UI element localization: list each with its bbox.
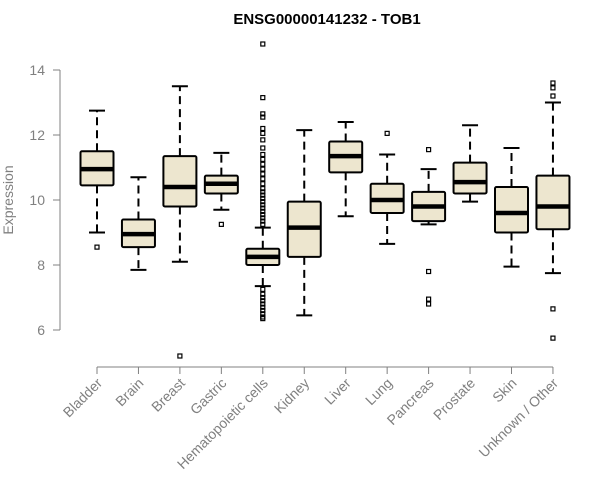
outlier-point <box>260 294 266 301</box>
plot-area <box>79 41 571 359</box>
outlier-point <box>260 205 266 211</box>
outlier-point <box>260 114 266 120</box>
outlier-point <box>260 130 266 136</box>
outlier-point <box>260 156 266 162</box>
outlier-point <box>260 195 266 201</box>
outlier-point <box>260 316 266 322</box>
outlier-point <box>260 301 266 307</box>
outlier-point <box>260 199 266 205</box>
box-group <box>120 176 156 271</box>
outlier-point <box>260 221 266 227</box>
box-group <box>79 109 115 250</box>
outlier-point <box>550 306 556 312</box>
outlier-point <box>260 298 266 304</box>
outlier-point <box>426 296 432 302</box>
box-group <box>203 151 239 227</box>
x-tick-label: Bladder <box>60 375 106 421</box>
outlier-point <box>550 85 556 91</box>
x-tick-label: Skin <box>489 375 520 406</box>
y-axis: 6 8 10 12 14 <box>29 62 61 338</box>
x-tick-label: Breast <box>148 375 188 415</box>
outlier-point <box>260 189 266 195</box>
outlier-point <box>260 208 266 214</box>
outlier-point <box>384 130 390 136</box>
outlier-point <box>260 304 266 310</box>
x-tick-label: Lung <box>362 375 395 408</box>
outlier-point <box>260 145 266 151</box>
box-group <box>535 80 571 341</box>
outlier-point <box>218 221 224 227</box>
box-group <box>411 147 447 307</box>
box-group <box>162 85 198 359</box>
outlier-point <box>260 137 266 143</box>
x-tick-label: Prostate <box>430 375 478 423</box>
box-group <box>494 147 529 268</box>
outlier-point <box>260 41 266 47</box>
outlier-point <box>550 335 556 341</box>
outlier-point <box>260 212 266 218</box>
outlier-point <box>260 291 266 297</box>
x-tick-label: Brain <box>112 375 146 409</box>
outlier-point <box>260 181 266 187</box>
outlier-point <box>426 147 432 153</box>
outlier-point <box>260 166 266 172</box>
iqr-box <box>452 161 488 195</box>
outlier-point <box>94 244 100 250</box>
outlier-point <box>550 80 556 86</box>
x-tick-label: Unknown / Other <box>475 375 561 461</box>
iqr-box <box>535 174 571 231</box>
y-axis-title: Expression <box>0 165 16 234</box>
box-group <box>452 124 488 203</box>
chart-title: ENSG00000141232 - TOB1 <box>233 11 420 28</box>
x-tick-label: Kidney <box>271 375 313 417</box>
outlier-point <box>260 151 266 158</box>
box-group <box>328 121 364 218</box>
outlier-point <box>260 215 266 221</box>
outlier-point <box>260 171 266 177</box>
outlier-point <box>260 218 266 224</box>
outlier-point <box>260 125 266 132</box>
y-tick-label: 14 <box>29 62 45 78</box>
y-tick-label: 10 <box>29 192 45 208</box>
y-tick-label: 8 <box>37 257 45 273</box>
iqr-box <box>162 155 198 208</box>
outlier-point <box>260 176 266 182</box>
y-tick-label: 6 <box>37 322 45 338</box>
iqr-box <box>494 186 529 234</box>
outlier-point <box>260 111 266 117</box>
outlier-point <box>260 192 266 198</box>
y-tick-label: 12 <box>29 127 45 143</box>
outlier-point <box>426 268 432 275</box>
outlier-point <box>260 161 266 167</box>
box-group <box>369 130 405 245</box>
outlier-point <box>177 353 183 359</box>
outlier-point <box>260 202 266 208</box>
outlier-point <box>260 311 266 317</box>
outlier-point <box>426 301 432 307</box>
outlier-point <box>260 307 266 314</box>
box-group <box>245 41 281 322</box>
outlier-point <box>260 286 266 292</box>
x-tick-label: Liver <box>321 375 354 408</box>
outlier-point <box>550 93 556 99</box>
outlier-point <box>260 95 266 101</box>
outlier-point <box>260 186 266 192</box>
box-group <box>286 129 322 317</box>
